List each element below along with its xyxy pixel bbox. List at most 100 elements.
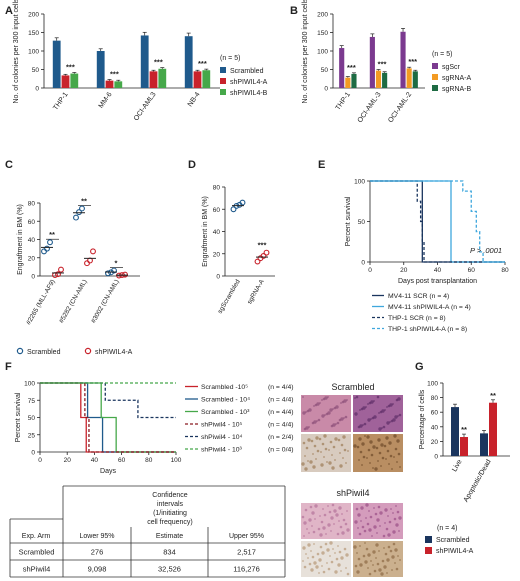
legend-swatch — [425, 547, 432, 554]
texture-dot — [394, 447, 398, 451]
legend-swatch — [220, 78, 226, 84]
texture-dot — [302, 396, 304, 398]
x-tick-label: Live — [451, 458, 464, 473]
significance-label: *** — [198, 59, 207, 68]
texture-dot — [303, 521, 307, 525]
texture-dot — [313, 405, 315, 407]
texture-dot — [313, 561, 317, 565]
x-tick-label: Apoptotic/Dead — [463, 458, 493, 503]
x-tick-label: 0 — [38, 457, 42, 464]
bar — [158, 68, 167, 88]
bar — [114, 81, 123, 88]
texture-dot — [395, 505, 397, 507]
bar — [480, 433, 488, 456]
texture-dot — [320, 451, 322, 453]
texture-dot — [393, 456, 395, 458]
y-tick-label: 80 — [431, 395, 439, 402]
table-cell: 116,276 — [233, 565, 260, 574]
texture-dot — [384, 552, 388, 556]
texture-dot — [333, 523, 335, 525]
texture-dot — [307, 543, 311, 547]
texture-dot — [326, 461, 328, 463]
texture-dot — [367, 448, 371, 452]
texture-dot — [367, 418, 371, 422]
texture-dot — [342, 518, 346, 522]
x-tick-label: 80 — [145, 457, 153, 464]
texture-dot — [320, 520, 324, 524]
y-tick-label: 100 — [317, 49, 328, 56]
texture-dot — [321, 399, 323, 401]
texture-dot — [368, 510, 370, 512]
x-tick-label: 60 — [118, 457, 126, 464]
y-tick-label: 0 — [434, 454, 438, 461]
texture-dot — [327, 567, 331, 571]
texture-dot — [387, 533, 391, 537]
x-tick-label: OCI-AML-3 — [357, 91, 383, 124]
texture-dot — [359, 409, 361, 411]
texture-dot — [359, 424, 363, 428]
texture-dot — [382, 425, 386, 429]
texture-dot — [384, 409, 386, 411]
texture-dot — [399, 466, 401, 468]
texture-dot — [328, 449, 330, 451]
x-tick-label: 80 — [501, 267, 509, 274]
texture-dot — [354, 564, 358, 568]
texture-dot — [388, 520, 392, 524]
data-point — [239, 199, 246, 206]
texture-dot — [311, 511, 315, 515]
panel-letter: B — [290, 5, 298, 17]
texture-dot — [362, 406, 366, 410]
texture-dot — [365, 503, 369, 507]
texture-dot — [381, 409, 385, 413]
bar — [70, 73, 79, 88]
texture-dot — [376, 395, 380, 399]
texture-dot — [370, 418, 372, 420]
texture-dot — [364, 560, 368, 564]
data-point — [105, 270, 111, 277]
texture-dot — [358, 437, 362, 441]
texture-dot — [327, 523, 331, 527]
texture-dot — [333, 509, 337, 513]
data-point — [260, 253, 267, 259]
data-point — [263, 249, 270, 256]
table-group-header: intervals — [157, 501, 184, 508]
texture-dot — [304, 467, 308, 471]
texture-dot — [326, 548, 330, 552]
y-tick-label: 40 — [28, 237, 36, 244]
texture-dot — [354, 412, 358, 416]
texture-dot — [307, 438, 311, 442]
texture-dot — [373, 507, 375, 509]
image-title: shPiwil4 — [336, 488, 369, 498]
bar — [375, 70, 382, 88]
texture-dot — [319, 545, 323, 549]
y-tick-label: 25 — [28, 432, 36, 439]
texture-dot — [340, 443, 344, 447]
texture-dot — [378, 568, 382, 572]
histology-image — [353, 541, 403, 577]
texture-dot — [356, 570, 360, 574]
texture-dot — [337, 563, 341, 567]
texture-dot — [321, 551, 325, 555]
texture-dot — [321, 565, 323, 567]
legend-label: MV4-11 SCR (n = 4) — [388, 293, 449, 300]
texture-dot — [373, 569, 377, 573]
texture-dot — [379, 525, 381, 527]
legend-label: Scrambled — [436, 537, 470, 544]
texture-dot — [330, 530, 332, 532]
significance-label: ** — [490, 391, 496, 400]
bar — [140, 35, 149, 88]
texture-dot — [312, 453, 314, 455]
texture-dot — [331, 503, 335, 507]
texture-dot — [347, 450, 349, 452]
histology-images: Scrambled shPiwil4 — [301, 382, 403, 577]
legend-label: MV4-11 shPIWIL4-A (n = 4) — [388, 304, 471, 311]
y-tick-label: 50 — [358, 219, 366, 226]
texture-dot — [303, 565, 307, 569]
significance-label: *** — [378, 60, 387, 69]
n-label: (n = 5) — [432, 51, 452, 58]
y-tick-label: 100 — [24, 381, 35, 388]
y-axis-title: Engraftment in BM (%) — [17, 204, 24, 275]
legend-n-label: (n = 4/4) — [268, 422, 294, 429]
texture-dot — [353, 545, 357, 549]
x-tick-label: 20 — [64, 457, 72, 464]
